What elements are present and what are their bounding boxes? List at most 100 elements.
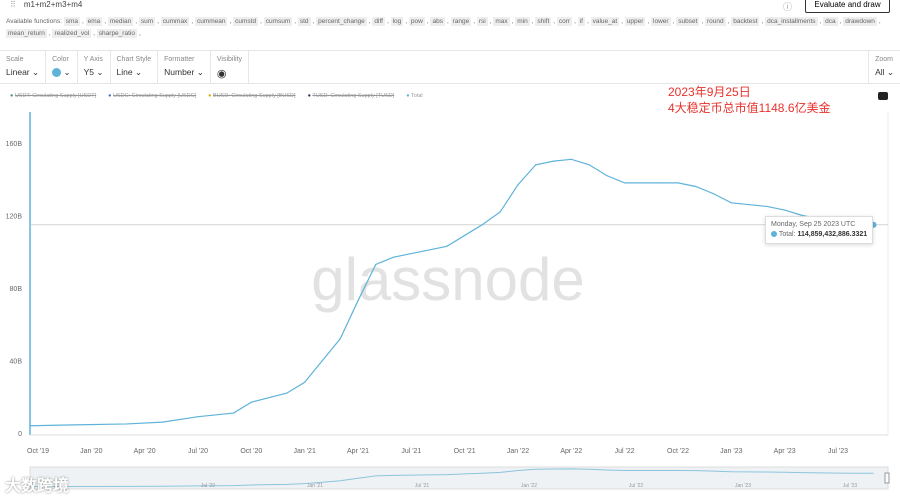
function-chip[interactable]: ema [85,17,103,26]
data-point [72,424,75,426]
function-chip[interactable]: pow [408,17,425,26]
function-chip[interactable]: dca_installments [765,17,818,26]
legend-item[interactable]: ● TUSD: Circulating Supply [TUSD] [307,93,395,99]
function-chip[interactable]: diff [372,17,385,26]
available-functions: Available functions: sma, ema, median, s… [6,17,881,38]
function-chip[interactable]: rsi [476,17,488,26]
x-tick-label: Oct '19 [27,448,49,455]
legend-item[interactable]: ● USDT: Circulating Supply [USDT] [10,93,97,99]
navigator-tick: Jul '22 [629,483,644,489]
x-tick-label: Apr '22 [560,448,582,455]
function-chip[interactable]: sma [63,17,80,26]
function-chip[interactable]: lower [651,17,671,26]
data-point [339,338,341,340]
data-point [357,300,359,302]
data-point [464,234,466,237]
toolbar-y-axis[interactable]: Y Axis Y5 ⌄ [78,51,111,83]
function-chip[interactable]: median [107,17,134,26]
y-tick-label: 120B [6,214,23,221]
camera-icon[interactable] [878,92,888,100]
x-tick-label: Jan '20 [80,448,102,455]
data-point [410,252,412,255]
function-chip[interactable]: log [390,17,404,26]
drag-handle-icon[interactable]: ⠿ [10,0,16,9]
toolbar-chart-style[interactable]: Chart Style Line ⌄ [111,51,159,83]
function-chip[interactable]: cumstd [233,17,259,26]
x-tick-label: Jan '23 [720,448,742,455]
navigator-tick: Jul '21 [415,483,430,489]
data-point [499,211,501,213]
legend-item[interactable]: ● Total [406,93,423,99]
function-chip[interactable]: min [515,17,530,26]
data-point [766,205,768,208]
legend-item[interactable]: ● BUSD: Circulating Supply [BUSD] [208,93,296,99]
function-chip[interactable]: sharpe_ratio [96,29,137,38]
data-point [677,182,679,184]
function-chip[interactable]: cumsum [263,17,293,26]
evaluate-button[interactable]: Evaluate and draw [805,0,890,13]
legend-item[interactable]: ● USDC: Circulating Supply [USDC] [108,93,197,99]
color-swatch [52,68,62,78]
chart-toolbar: Scale Linear ⌄ Color ⌄ Y Axis Y5 ⌄ Chart Styl… [0,50,900,84]
navigator-tick: Jan '21 [307,483,323,489]
data-point [286,392,288,394]
x-tick-label: Jul '23 [828,448,848,455]
data-point [29,425,31,427]
data-point [197,416,199,418]
data-point [232,412,235,414]
function-chip[interactable]: corr [556,17,573,26]
x-tick-label: Oct '22 [667,448,689,455]
function-chip[interactable]: if [577,17,585,26]
data-point [588,164,590,166]
function-chip[interactable]: drawdown [843,17,877,26]
annotation: 2023年9月25日 4大稳定币总市值1148.6亿美金 [668,85,831,115]
navigator-handle[interactable] [884,472,890,484]
data-point [712,193,715,195]
data-point [481,223,484,226]
data-point [250,401,252,403]
logo: 大数跨境 [5,478,70,495]
function-chip[interactable]: abs [430,17,445,26]
formula-input[interactable]: ⠿ m1+m2+m3+m4 [10,0,83,9]
y-tick-label: 160B [6,141,23,148]
data-point [695,185,697,188]
navigator [29,466,889,490]
function-chip[interactable]: value_at [590,17,620,26]
function-chip[interactable]: percent_change [316,17,367,26]
function-chip[interactable]: realized_vol [52,29,92,38]
toolbar-visibility[interactable]: Visibility ◉ [211,51,249,83]
data-point [570,158,572,160]
function-chip[interactable]: round [705,17,726,26]
data-point [375,263,377,266]
function-chip[interactable]: std [297,17,311,26]
tooltip: Monday, Sep 25 2023 UTC Total: 114,859,4… [765,216,874,244]
toolbar-scale[interactable]: Scale Linear ⌄ [0,51,47,83]
data-point [730,202,732,204]
zoom-select[interactable]: Zoom All ⌄ [868,51,900,83]
data-point [606,175,608,177]
function-chip[interactable]: sum [138,17,156,26]
y-tick-label: 80B [10,286,23,293]
function-chip[interactable]: max [493,17,510,26]
x-tick-label: Jan '22 [507,448,529,455]
function-chip[interactable]: cummean [194,17,228,26]
toolbar-color[interactable]: Color ⌄ [46,51,78,83]
function-chip[interactable]: dca [823,17,838,26]
function-chip[interactable]: backtest [731,17,760,26]
function-chip[interactable]: mean_return [6,29,47,38]
x-tick-label: Jul '21 [401,448,421,455]
x-tick-label: Jan '21 [293,448,315,455]
function-chip[interactable]: range [450,17,472,26]
data-point [321,359,324,362]
function-chip[interactable]: upper [624,17,646,26]
data-point [535,164,537,166]
function-chip[interactable]: subset [676,17,700,26]
info-icon[interactable]: ⓘ [783,2,793,12]
watermark: glassnode [311,246,585,313]
toolbar-formatter[interactable]: Formatter Number ⌄ [158,51,211,83]
function-chip[interactable]: shift [535,17,552,26]
function-chip[interactable]: cummax [160,17,190,26]
y-tick-label: 0 [18,431,22,438]
data-point [446,245,448,247]
